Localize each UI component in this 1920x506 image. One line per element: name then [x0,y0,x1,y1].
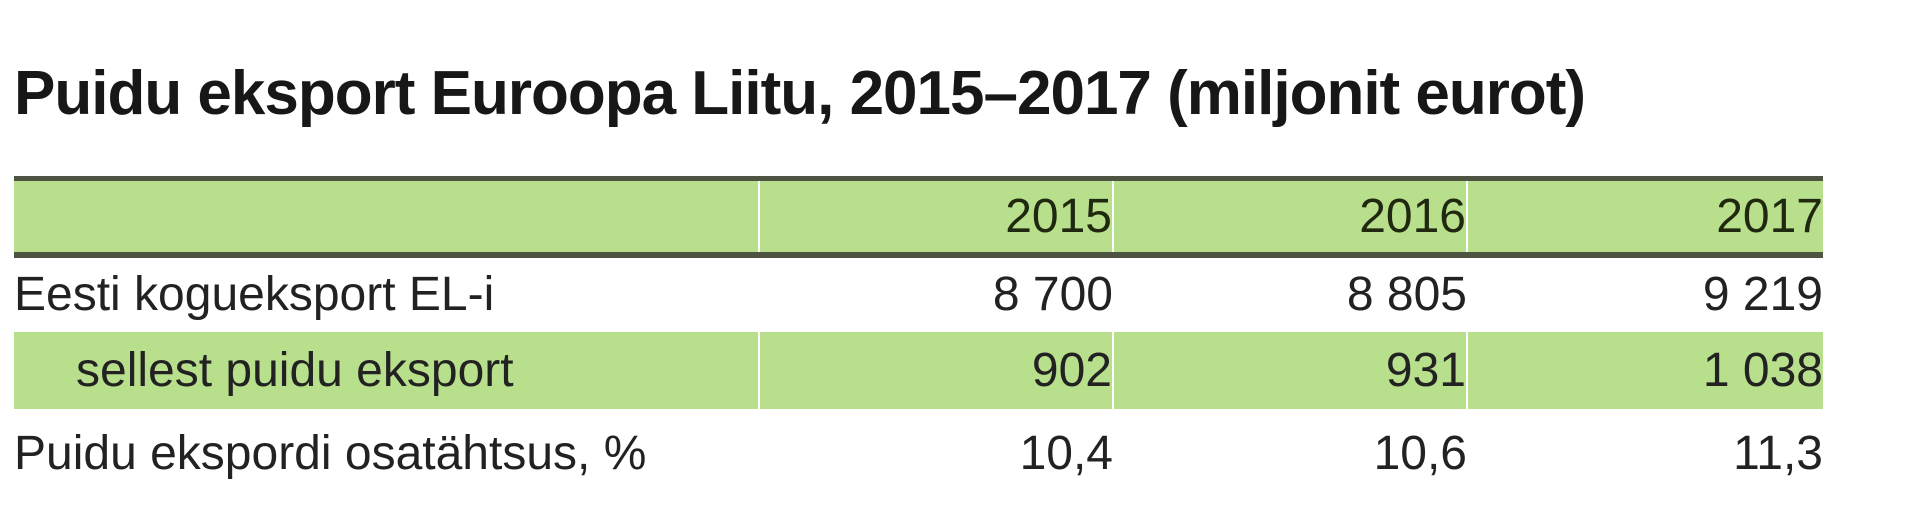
wood-export-table: 2015 2016 2017 Eesti kogueksport EL-i 8 … [14,176,1823,498]
table-row-total-export: Eesti kogueksport EL-i 8 700 8 805 9 219 [14,255,1823,332]
row-label: Eesti kogueksport EL-i [14,268,495,321]
cell-value: 10,4 [1019,426,1113,480]
table-header-row: 2015 2016 2017 [14,176,1823,258]
cell-value: 1 038 [1466,331,1823,409]
cell-value: 902 [758,331,1113,409]
cell-value: 8 805 [1346,268,1467,321]
header-year-2015: 2015 [758,176,1113,258]
header-year-2017: 2017 [1466,176,1823,258]
cell-value: 10,6 [1373,426,1467,480]
table-row-wood-share: Puidu ekspordi osatähtsus, % 10,4 10,6 1… [14,409,1823,498]
cell-value: 8 700 [992,268,1113,321]
cell-value: 9 219 [1702,268,1823,321]
header-empty-cell [14,176,759,258]
row-label: sellest puidu eksport [76,343,514,397]
table-row-wood-export: sellest puidu eksport 902 931 1 038 [14,331,1823,409]
header-year-2016: 2016 [1112,176,1467,258]
cell-value: 11,3 [1733,426,1823,480]
row-label: Puidu ekspordi osatähtsus, % [14,426,647,480]
cell-value: 931 [1112,331,1467,409]
page-title: Puidu eksport Euroopa Liitu, 2015–2017 (… [14,59,1586,128]
